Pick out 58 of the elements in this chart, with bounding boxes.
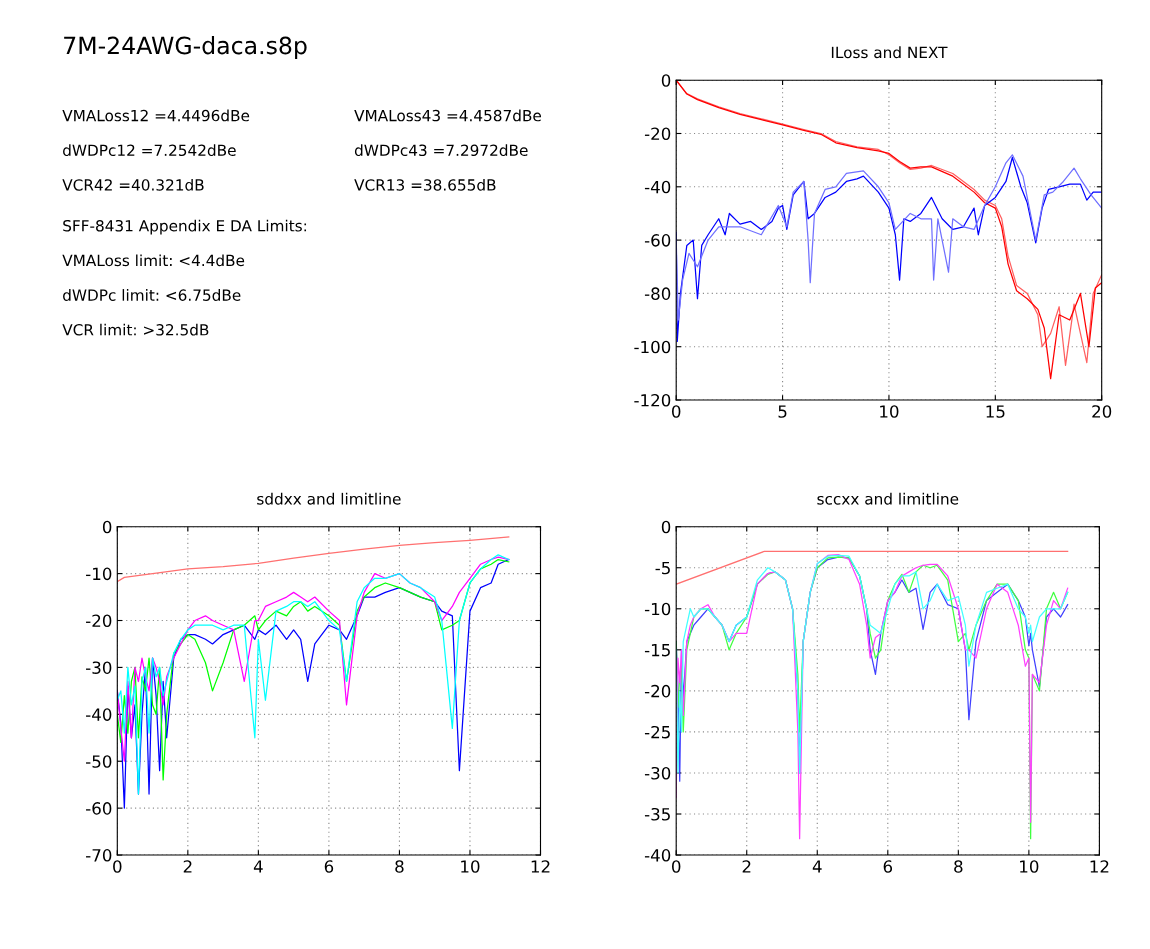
x-tick-label: 10	[1020, 860, 1039, 873]
x-tick-label: 0	[113, 860, 122, 873]
y-tick-label: -60	[86, 802, 112, 815]
x-tick-label: 0	[672, 405, 681, 418]
text: dWDPc limit: <6.75dBe	[63, 289, 241, 301]
y-tick-label: -50	[86, 755, 112, 768]
x-tick-label: 12	[1090, 860, 1109, 873]
y-tick-label: -70	[86, 849, 112, 862]
y-tick-label: -100	[634, 340, 671, 354]
text: SFF-8431 Appendix E DA Limits:	[63, 219, 307, 235]
y-tick-label: -10	[644, 602, 671, 616]
y-tick-label: -20	[644, 684, 671, 698]
text: VCR13 =38.655dB	[354, 178, 496, 191]
x-tick-label: 6	[883, 860, 893, 873]
x-tick-label: 20	[1092, 405, 1112, 418]
y-tick-label: -20	[644, 127, 671, 141]
x-tick-label: 8	[395, 860, 404, 873]
y-tick-label: 0	[661, 74, 671, 87]
y-tick-label: -120	[634, 393, 671, 407]
text: VMALoss43 =4.4587dBe	[354, 109, 541, 122]
x-tick-label: 15	[986, 405, 1005, 418]
y-tick-label: 0	[102, 520, 112, 534]
text: VCR limit: >32.5dB	[62, 323, 209, 336]
y-tick-label: -35	[644, 807, 670, 821]
text: VCR42 =40.321dB	[62, 178, 204, 191]
y-tick-label: -10	[86, 567, 112, 581]
x-tick-label: 2	[183, 860, 192, 873]
chart-title: sccxx and limitline	[817, 492, 959, 505]
y-tick-label: -80	[644, 287, 671, 300]
x-tick-label: 10	[461, 860, 480, 873]
y-tick-label: -40	[644, 180, 671, 194]
x-tick-label: 12	[531, 860, 550, 873]
line-series	[117, 536, 510, 583]
x-tick-label: 5	[778, 405, 787, 418]
x-tick-label: 4	[253, 860, 263, 873]
y-tick-label: -60	[644, 234, 671, 247]
y-tick-label: 0	[661, 520, 671, 534]
text: dWDPc12 =7.2542dBe	[63, 144, 236, 157]
chart-title: sddxx and limitline	[257, 492, 401, 505]
text: 7M-24AWG-daca.s8p	[64, 36, 307, 59]
y-tick-label: -40	[86, 708, 112, 721]
x-tick-label: 8	[954, 860, 963, 873]
x-tick-label: 4	[812, 860, 822, 873]
x-tick-label: 6	[324, 860, 334, 873]
text: VMALoss limit: <4.4dBe	[62, 254, 245, 267]
y-tick-label: -25	[644, 725, 670, 739]
y-tick-label: -15	[644, 644, 670, 657]
y-tick-label: -40	[644, 849, 671, 862]
text: VMALoss12 =4.4496dBe	[62, 109, 250, 122]
y-tick-label: -30	[644, 766, 671, 780]
y-tick-label: -5	[655, 561, 670, 575]
x-tick-label: 0	[672, 860, 681, 873]
chart-title: ILoss and NEXT	[831, 46, 948, 59]
x-tick-label: 2	[742, 860, 751, 873]
text: dWDPc43 =7.2972dBe	[354, 144, 528, 157]
x-tick-label: 10	[880, 405, 899, 418]
y-tick-label: -30	[86, 661, 112, 674]
y-tick-label: -20	[86, 614, 112, 628]
